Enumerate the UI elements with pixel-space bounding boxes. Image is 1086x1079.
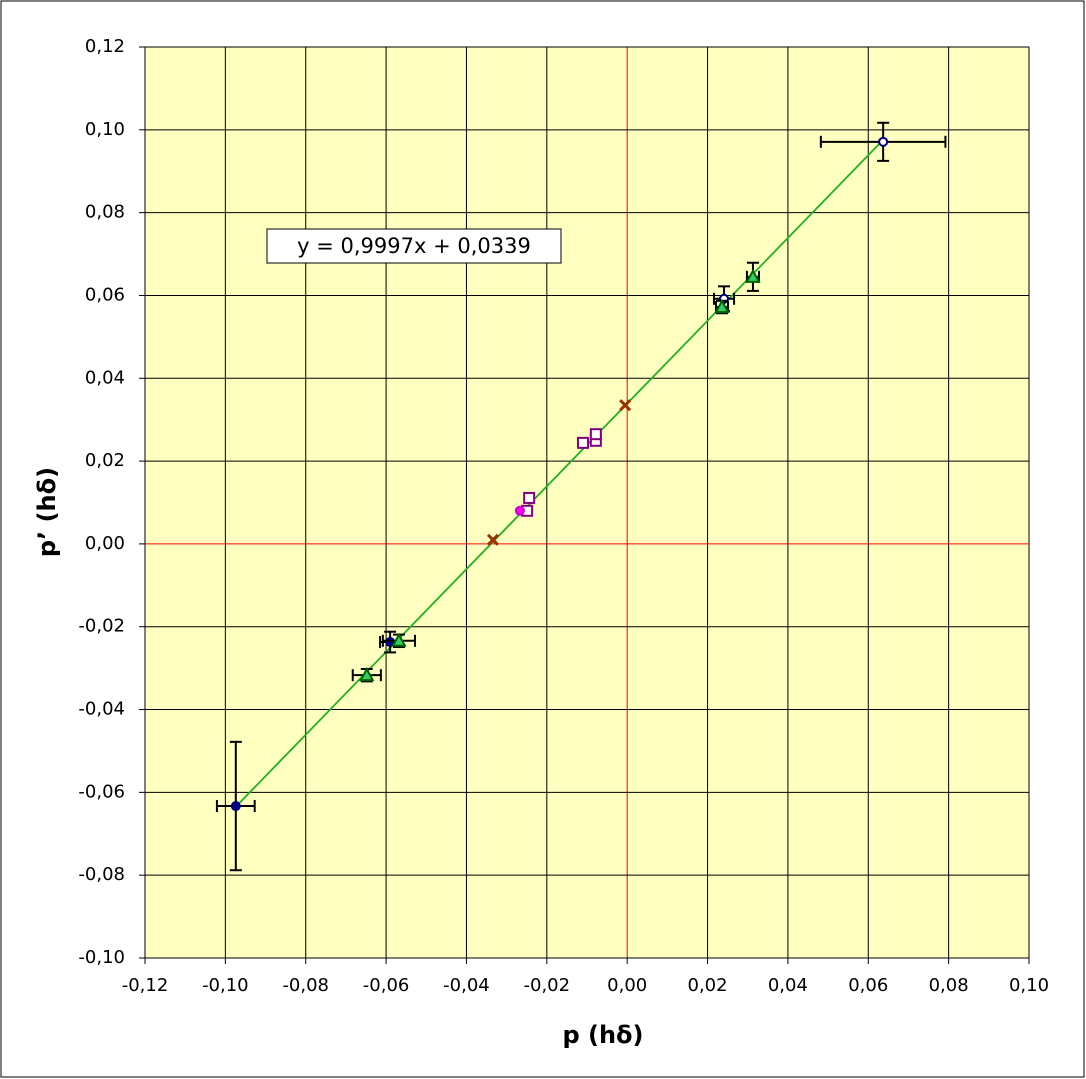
point bbox=[714, 298, 730, 314]
y-tick-label: -0,02 bbox=[78, 616, 125, 637]
x-tick-label: -0,06 bbox=[363, 975, 410, 996]
point bbox=[514, 505, 525, 516]
y-tick-label: -0,10 bbox=[78, 947, 125, 968]
x-tick-label: -0,12 bbox=[122, 975, 169, 996]
point bbox=[359, 667, 375, 682]
x-tick-label: 0,02 bbox=[688, 975, 728, 996]
plot-background bbox=[144, 46, 1030, 959]
point bbox=[230, 801, 241, 812]
y-tick-label: -0,06 bbox=[78, 781, 125, 802]
point bbox=[523, 491, 536, 504]
x-axis-label: p (hδ) bbox=[562, 1021, 643, 1049]
x-tick-label: 0,04 bbox=[768, 975, 808, 996]
x-tick-label: -0,08 bbox=[282, 975, 329, 996]
point bbox=[619, 399, 632, 412]
point bbox=[589, 428, 602, 441]
x-tick-label: 0,10 bbox=[1009, 975, 1049, 996]
trendline-equation: y = 0,9997x + 0,0339 bbox=[297, 234, 531, 258]
equation-box bbox=[266, 228, 562, 264]
y-tick-label: 0,04 bbox=[85, 367, 125, 388]
point bbox=[391, 632, 407, 647]
point bbox=[878, 136, 889, 147]
y-tick-label: -0,04 bbox=[78, 699, 125, 720]
trendline bbox=[235, 139, 884, 808]
x-tick-label: 0,08 bbox=[929, 975, 969, 996]
x-tick-label: -0,04 bbox=[443, 975, 490, 996]
y-tick-label: 0,00 bbox=[85, 533, 125, 554]
x-tick-label: 0,06 bbox=[848, 975, 888, 996]
x-tick-label: 0,00 bbox=[607, 975, 647, 996]
y-tick-label: 0,12 bbox=[85, 36, 125, 57]
point bbox=[486, 533, 500, 546]
y-axis-label: p’ (hδ) bbox=[33, 467, 61, 557]
x-tick-label: -0,02 bbox=[524, 975, 571, 996]
y-tick-label: 0,10 bbox=[85, 119, 125, 140]
x-tick-label: -0,10 bbox=[202, 975, 249, 996]
y-tick-label: -0,08 bbox=[78, 864, 125, 885]
y-tick-label: 0,06 bbox=[85, 284, 125, 305]
y-tick-label: 0,08 bbox=[85, 202, 125, 223]
point bbox=[576, 436, 589, 449]
y-tick-label: 0,02 bbox=[85, 450, 125, 471]
point bbox=[745, 268, 761, 283]
